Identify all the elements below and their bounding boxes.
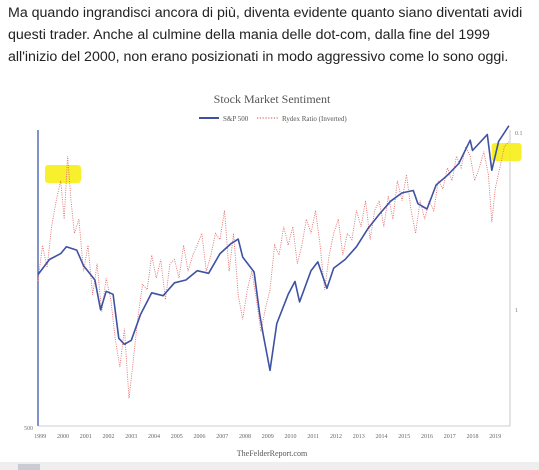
x-tick-label: 2004 <box>148 434 160 440</box>
x-tick-label: 2017 <box>444 434 456 440</box>
article-paragraph: Ma quando ingrandisci ancora di più, div… <box>8 5 523 65</box>
x-tick-label: 2013 <box>353 434 365 440</box>
x-tick-label: 2010 <box>284 434 296 440</box>
chart-source: TheFelderReport.com <box>237 449 308 458</box>
x-tick-label: 2014 <box>375 434 387 440</box>
highlight-marker <box>45 165 81 183</box>
legend-label-rydex: Rydex Ratio (Inverted) <box>282 115 347 123</box>
x-tick-label: 2009 <box>262 434 274 440</box>
highlight-markers <box>45 143 522 183</box>
x-tick-label: 2016 <box>421 434 433 440</box>
x-tick-label: 1999 <box>34 434 46 440</box>
x-tick-label: 2011 <box>307 434 319 440</box>
x-tick-label: 2003 <box>125 434 137 440</box>
sentiment-chart: Stock Market Sentiment S&P 500 Rydex Rat… <box>24 92 523 458</box>
x-tick-label: 2002 <box>103 434 115 440</box>
bottom-strip-chip <box>18 464 40 470</box>
x-tick-label: 2019 <box>489 434 501 440</box>
left-tick-label-500: 500 <box>24 426 33 432</box>
sentiment-chart-figure: Stock Market Sentiment S&P 500 Rydex Rat… <box>22 82 530 466</box>
x-tick-label: 2008 <box>239 434 251 440</box>
chart-legend: S&P 500 Rydex Ratio (Inverted) <box>199 115 347 123</box>
x-tick-label: 2006 <box>194 434 206 440</box>
series-line-rydex-ratio <box>37 141 510 399</box>
x-tick-label: 2012 <box>330 434 342 440</box>
x-tick-label: 2005 <box>171 434 183 440</box>
chart-title: Stock Market Sentiment <box>214 92 331 106</box>
x-tick-label: 2007 <box>216 434 228 440</box>
x-tick-labels: 1999 2000 2001 2002 2003 2004 2005 2006 2007 2008… <box>34 434 501 440</box>
x-tick-label: 2000 <box>57 434 69 440</box>
highlight-marker <box>491 143 522 161</box>
legend-label-sp500: S&P 500 <box>223 115 249 123</box>
right-tick-label-0-1: 0.1 <box>515 131 523 137</box>
x-tick-label: 2018 <box>466 434 478 440</box>
series-line-sp500 <box>37 125 510 372</box>
x-tick-label: 2015 <box>398 434 410 440</box>
right-tick-label-1: 1 <box>515 308 518 314</box>
bottom-strip <box>0 462 539 470</box>
x-tick-label: 2001 <box>80 434 92 440</box>
